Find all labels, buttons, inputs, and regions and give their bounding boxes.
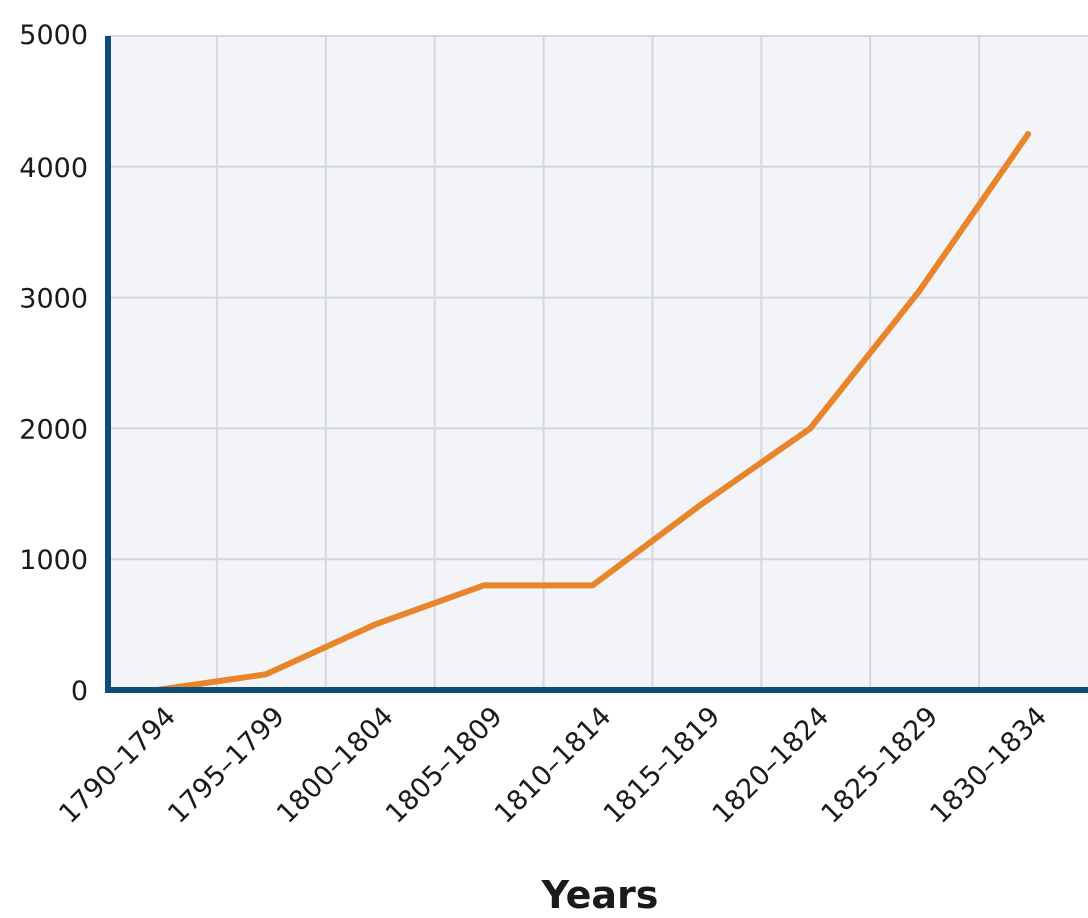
y-tick-label: 2000 [19,414,88,445]
y-tick-label: 1000 [19,545,88,576]
x-tick-label: 1825–1829 [816,701,945,830]
y-tick-label: 5000 [19,20,88,51]
x-tick-label: 1830–1834 [924,701,1053,830]
x-tick-label: 1800–1804 [271,701,400,830]
series-group [154,131,1032,693]
plot-area [108,36,1088,690]
x-tick-label: 1810–1814 [489,701,618,830]
x-tick-label: 1815–1819 [598,701,727,830]
y-axis-tick-labels: 0 1000 2000 3000 4000 5000 [19,20,88,707]
x-tick-label: 1805–1809 [380,701,509,830]
y-tick-label: 0 [71,676,88,707]
y-tick-label: 4000 [19,153,88,184]
y-tick-label: 3000 [19,284,88,315]
x-tick-label: 1795–1799 [162,701,291,830]
x-axis-tick-labels: 1790–17941795–17991800–18041805–18091810… [53,701,1053,830]
grid-lines [108,35,1088,691]
x-axis-title: Years [541,873,659,917]
series-line [154,131,1032,693]
x-tick-label: 1820–1824 [707,701,836,830]
x-tick-label: 1790–1794 [53,701,182,830]
